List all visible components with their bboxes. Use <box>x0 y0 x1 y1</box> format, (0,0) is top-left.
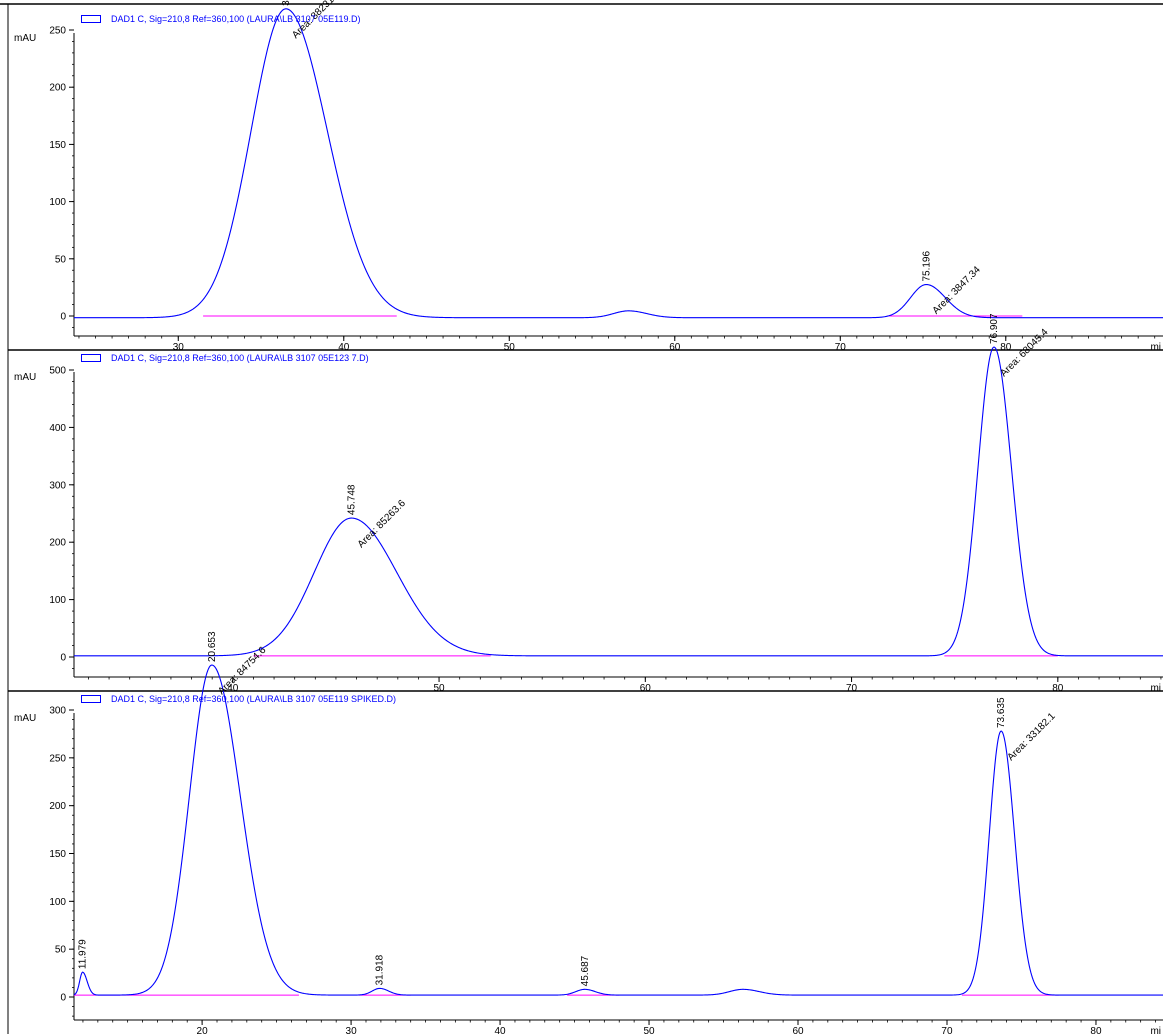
x-tick-label: 50 <box>643 1026 655 1034</box>
peak-rt-label: 75.196 <box>921 251 932 282</box>
peak-area-label: Area: 85263.6 <box>356 498 409 551</box>
y-tick-label: 500 <box>49 366 66 377</box>
y-tick-label: 100 <box>49 897 66 908</box>
legend-swatch-icon <box>81 354 101 362</box>
peak-rt-label: 31.918 <box>375 954 386 985</box>
legend-swatch-icon <box>81 15 101 23</box>
y-tick-label: 50 <box>55 254 67 265</box>
x-tick-label: 30 <box>173 342 185 353</box>
x-tick-label: 70 <box>941 1026 953 1034</box>
peak-area-label: Area: 84754.6 <box>216 645 269 698</box>
signal-trace <box>74 8 1163 319</box>
peak-rt-label: 76.907 <box>989 313 1000 344</box>
legend-label: DAD1 C, Sig=210,8 Ref=360,100 (LAURA\LB … <box>111 694 396 704</box>
x-tick-label: 20 <box>197 1026 209 1034</box>
peak-rt-label: 20.653 <box>207 631 218 662</box>
x-axis-label: mi <box>1150 683 1161 694</box>
y-axis-label: mAU <box>14 713 36 724</box>
peak-rt-label: 36.503 <box>281 0 292 6</box>
y-tick-label: 200 <box>49 538 66 549</box>
y-tick-label: 400 <box>49 423 66 434</box>
y-tick-label: 250 <box>49 26 66 37</box>
y-tick-label: 50 <box>55 945 67 956</box>
x-tick-label: 60 <box>792 1026 804 1034</box>
legend-label: DAD1 C, Sig=210,8 Ref=360,100 (LAURA\LB … <box>111 14 361 24</box>
y-tick-label: 200 <box>49 801 66 812</box>
x-tick-label: 40 <box>227 683 239 694</box>
peak-rt-label: 73.635 <box>996 697 1007 728</box>
x-tick-label: 60 <box>669 342 681 353</box>
peak-rt-label: 45.687 <box>580 955 591 986</box>
x-tick-label: 30 <box>346 1026 358 1034</box>
x-tick-label: 80 <box>1090 1026 1102 1034</box>
peak-area-label: Area: 33182.1 <box>1005 711 1058 764</box>
y-tick-label: 0 <box>60 312 66 323</box>
legend-swatch-icon <box>81 695 101 703</box>
x-tick-label: 40 <box>495 1026 507 1034</box>
x-tick-label: 70 <box>846 683 858 694</box>
x-axis-label: mi <box>1150 1026 1161 1034</box>
y-axis-label: mAU <box>14 372 36 383</box>
y-axis-label: mAU <box>14 33 36 44</box>
y-tick-label: 0 <box>60 993 66 1004</box>
signal-trace <box>73 664 1163 996</box>
legend-label: DAD1 C, Sig=210,8 Ref=360,100 (LAURA\LB … <box>111 353 369 363</box>
y-tick-label: 300 <box>49 706 66 717</box>
x-tick-label: 70 <box>835 342 847 353</box>
y-tick-label: 100 <box>49 595 66 606</box>
x-tick-label: 50 <box>504 342 516 353</box>
y-tick-label: 150 <box>49 849 66 860</box>
peak-rt-label: 11.979 <box>78 939 89 969</box>
x-axis-label: mi <box>1150 342 1161 353</box>
x-tick-label: 60 <box>640 683 652 694</box>
signal-trace <box>74 346 1163 657</box>
y-tick-label: 150 <box>49 140 66 151</box>
chromatogram-panel-1: 050100150200250mAU304050607080mi36.503Ar… <box>14 0 1163 353</box>
y-tick-label: 250 <box>49 753 66 764</box>
x-tick-label: 50 <box>434 683 446 694</box>
x-tick-label: 80 <box>1000 342 1012 353</box>
y-tick-label: 0 <box>60 653 66 664</box>
peak-rt-label: 45.748 <box>346 484 357 515</box>
x-tick-label: 40 <box>338 342 350 353</box>
y-tick-label: 300 <box>49 480 66 491</box>
y-tick-label: 100 <box>49 197 66 208</box>
x-tick-label: 80 <box>1052 683 1064 694</box>
y-tick-label: 200 <box>49 83 66 94</box>
